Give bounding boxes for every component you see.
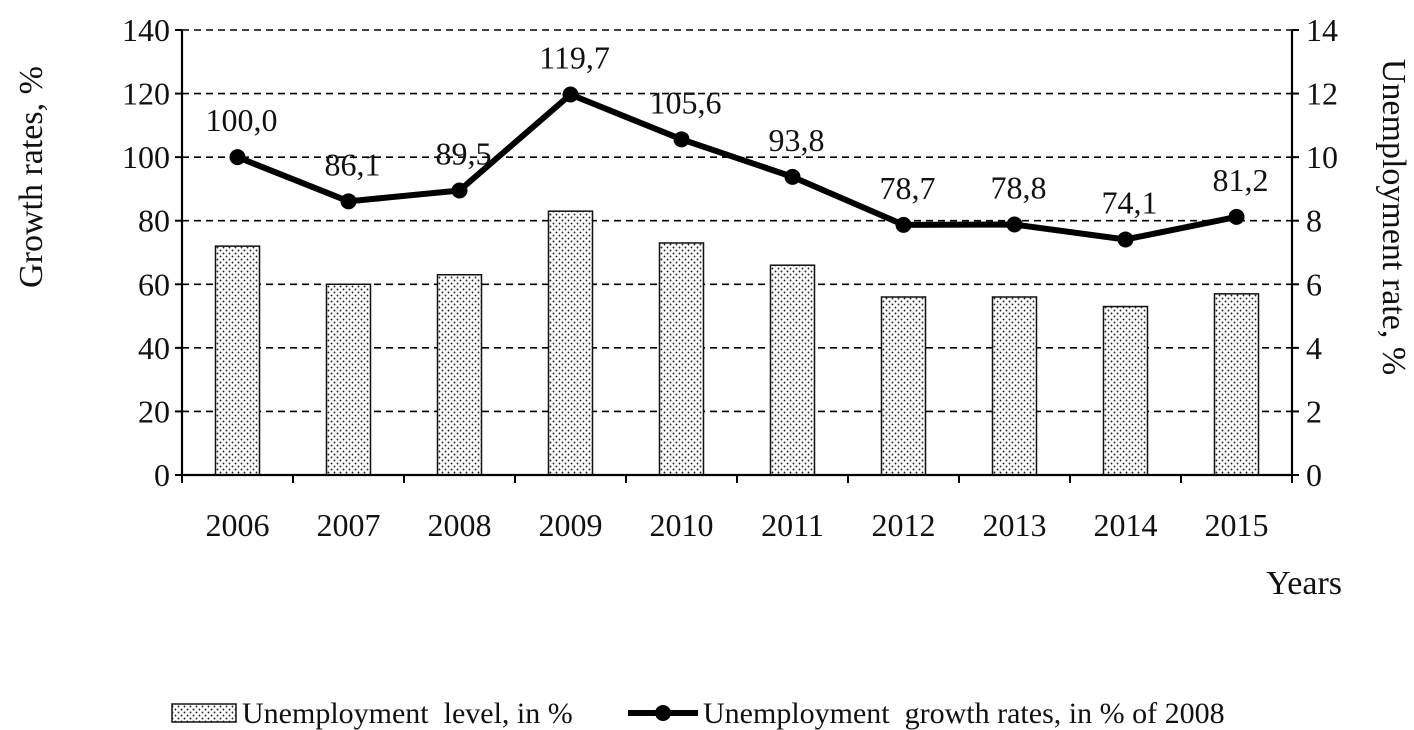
line-point xyxy=(1229,209,1245,225)
line-series xyxy=(230,87,1245,248)
bar xyxy=(993,297,1037,475)
y-tick-label-left: 120 xyxy=(122,76,170,112)
legend: Unemployment level, in % Unemployment gr… xyxy=(172,697,1225,730)
x-tick-label: 2009 xyxy=(539,507,603,543)
y-tick-label-right: 2 xyxy=(1306,393,1322,429)
x-tick-label: 2007 xyxy=(317,507,381,543)
line-point xyxy=(341,193,357,209)
legend-line-marker xyxy=(655,705,671,721)
data-label: 78,8 xyxy=(991,170,1047,206)
data-label: 81,2 xyxy=(1213,162,1269,198)
y-tick-label-right: 12 xyxy=(1306,76,1338,112)
y-tick-label-right: 8 xyxy=(1306,203,1322,239)
data-label: 78,7 xyxy=(880,170,936,206)
line-point xyxy=(563,87,579,103)
bar xyxy=(438,275,482,475)
x-tick-label: 2015 xyxy=(1205,507,1269,543)
bar xyxy=(771,265,815,475)
x-tick-label: 2012 xyxy=(872,507,936,543)
series-line xyxy=(238,95,1237,240)
line-point xyxy=(452,183,468,199)
x-tick-label: 2006 xyxy=(206,507,270,543)
y-tick-label-right: 14 xyxy=(1306,12,1338,48)
y-axis-right-title: Unemployment rate, % xyxy=(1375,59,1412,375)
y-tick-label-left: 140 xyxy=(122,12,170,48)
data-label: 105,6 xyxy=(650,84,722,120)
data-labels: 100,0 86,1 89,5 119,7 105,6 93,8 78,7 78,8 74,1 8… xyxy=(206,40,1269,221)
bar xyxy=(882,297,926,475)
bar xyxy=(327,284,371,475)
y-tick-label-right: 6 xyxy=(1306,266,1322,302)
x-tick-label: 2010 xyxy=(650,507,714,543)
data-label: 119,7 xyxy=(539,40,610,76)
legend-bar-label: Unemployment level, in % xyxy=(242,697,573,730)
axes: 0 0 20 2 40 4 60 6 80 8 100 10 120 12 140 14 2006 2007 200… xyxy=(122,12,1338,543)
bar xyxy=(1104,307,1148,475)
data-label: 89,5 xyxy=(436,136,492,172)
line-point xyxy=(230,149,246,165)
y-tick-label-right: 10 xyxy=(1306,139,1338,175)
y-tick-label-left: 20 xyxy=(138,393,170,429)
bar xyxy=(660,243,704,475)
data-label: 86,1 xyxy=(325,146,381,182)
y-tick-label-left: 80 xyxy=(138,203,170,239)
line-point xyxy=(785,169,801,185)
y-tick-label-left: 60 xyxy=(138,266,170,302)
bar xyxy=(1215,294,1259,475)
bar xyxy=(549,211,593,475)
line-point xyxy=(674,131,690,147)
line-point xyxy=(896,217,912,233)
legend-bar-swatch xyxy=(172,704,236,722)
line-point xyxy=(1007,217,1023,233)
x-tick-label: 2008 xyxy=(428,507,492,543)
data-label: 93,8 xyxy=(769,122,825,158)
legend-line-label: Unemployment growth rates, in % of 2008 xyxy=(703,697,1225,730)
y-tick-label-left: 40 xyxy=(138,330,170,366)
bar-series xyxy=(216,211,1259,475)
x-tick-label: 2011 xyxy=(761,507,824,543)
y-axis-left-title: Growth rates, % xyxy=(13,66,50,288)
y-tick-label-right: 0 xyxy=(1306,457,1322,493)
x-tick-label: 2013 xyxy=(983,507,1047,543)
x-tick-label: 2014 xyxy=(1094,507,1158,543)
y-tick-label-left: 100 xyxy=(122,139,170,175)
x-axis-title: Years xyxy=(1266,565,1342,602)
data-label: 74,1 xyxy=(1102,184,1158,220)
y-tick-label-right: 4 xyxy=(1306,330,1322,366)
y-tick-label-left: 0 xyxy=(154,457,170,493)
bar xyxy=(216,246,260,475)
line-point xyxy=(1118,231,1134,247)
data-label: 100,0 xyxy=(206,102,278,138)
